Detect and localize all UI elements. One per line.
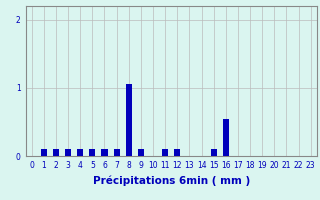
Bar xyxy=(162,149,168,156)
Bar xyxy=(223,118,229,156)
Bar xyxy=(89,149,95,156)
Bar xyxy=(211,149,217,156)
Bar xyxy=(77,149,83,156)
Bar xyxy=(41,149,47,156)
Bar xyxy=(114,149,120,156)
Bar xyxy=(101,149,108,156)
X-axis label: Précipitations 6min ( mm ): Précipitations 6min ( mm ) xyxy=(92,175,250,186)
Bar xyxy=(174,149,180,156)
Bar xyxy=(138,149,144,156)
Bar xyxy=(53,149,59,156)
Bar xyxy=(126,84,132,156)
Bar xyxy=(65,149,71,156)
